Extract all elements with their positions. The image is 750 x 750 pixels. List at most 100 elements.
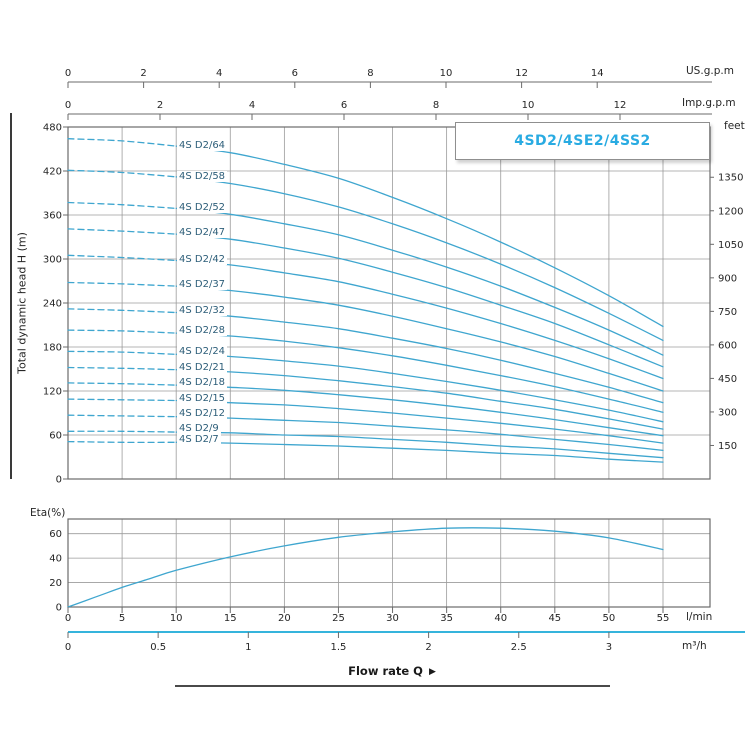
pump-curve [175,399,664,444]
curve-label: 4S D2/28 [177,325,228,337]
lpm-tick-label: 20 [278,613,291,624]
pump-curve [175,233,664,368]
lpm-tick-label: 55 [657,613,670,624]
pump-curve-dashed [67,169,177,178]
eta-tick-label: 40 [49,554,62,565]
main-chart-border [67,126,711,480]
head-tick-label: 240 [43,299,62,310]
pump-curve-dashed [67,281,177,287]
head-axis-label: Total dynamic head H (m) [15,232,29,374]
curve-label: 4S D2/21 [177,361,228,373]
imp-gpm-tick-label: 6 [341,100,347,111]
imp-gpm-tick-label: 8 [433,100,439,111]
us-gpm-tick-label: 2 [140,68,146,79]
pump-curve-dashed [67,440,177,444]
m3h-tick-label: 0 [65,642,71,653]
pump-curve [175,384,664,437]
pump-curve-dashed [67,350,177,355]
head-tick-label: 420 [43,167,62,178]
flow-rate-text: Flow rate Q [348,664,423,678]
imp-gpm-unit-label: Imp.g.p.m [682,97,736,109]
feet-tick-label: 1050 [718,240,743,251]
model-title-badge: 4SD2/4SE2/4SS2 [455,122,710,160]
pump-curve-dashed [67,430,177,433]
curve-label: 4S D2/15 [177,392,228,404]
feet-tick-label: 450 [718,374,737,385]
curve-label: 4S D2/12 [177,408,228,420]
pump-curve [175,416,664,452]
feet-tick-label: 900 [718,273,737,284]
lpm-tick-label: 25 [332,613,345,624]
lpm-tick-label: 40 [494,613,507,624]
curve-label: 4S D2/7 [177,433,221,445]
pump-curve [175,207,664,356]
curve-label: 4S D2/32 [177,305,228,317]
feet-unit-label: feet [724,120,745,132]
curve-label: 4S D2/52 [177,202,228,214]
curve-label: 4S D2/37 [177,279,228,291]
us-gpm-tick-label: 8 [367,68,373,79]
feet-tick-label: 300 [718,407,737,418]
m3h-tick-label: 1 [245,642,251,653]
us-gpm-tick-label: 12 [515,68,528,79]
pump-curve [175,259,664,380]
pump-curve-dashed [67,308,177,314]
head-tick-label: 480 [43,123,62,134]
imp-gpm-tick-label: 0 [65,100,71,111]
us-gpm-tick-label: 4 [216,68,222,79]
pump-curve [175,441,664,463]
imp-gpm-tick-label: 10 [522,100,535,111]
lpm-tick-label: 35 [440,613,453,624]
feet-tick-label: 750 [718,307,737,318]
pump-curve [175,332,664,413]
us-gpm-tick-label: 14 [591,68,604,79]
lpm-tick-label: 45 [548,613,561,624]
left-border-line [10,113,12,479]
us-gpm-unit-label: US.g.p.m [686,65,734,77]
pump-curve [175,176,664,342]
feet-tick-label: 1350 [718,173,743,184]
eta-tick-label: 20 [49,578,62,589]
pump-curve-dashed [67,366,177,371]
imp-gpm-tick-label: 2 [157,100,163,111]
curve-label: 4S D2/42 [177,253,228,265]
lpm-tick-label: 30 [386,613,399,624]
pump-curve [175,353,664,423]
pump-curve-dashed [67,382,177,386]
m3h-unit-label: m³/h [682,640,707,652]
efficiency-curve [67,527,664,608]
head-tick-label: 0 [56,475,62,486]
pump-curve [175,369,664,430]
us-gpm-tick-label: 10 [440,68,453,79]
lpm-tick-label: 10 [170,613,183,624]
curve-label: 4S D2/58 [177,170,228,182]
pump-curve [175,285,664,392]
pump-curve-dashed [67,138,177,147]
m3h-tick-label: 1.5 [330,642,346,653]
pump-curve [175,311,664,404]
lpm-tick-label: 15 [224,613,237,624]
lpm-unit-label: l/min [686,611,713,623]
m3h-tick-label: 0.5 [150,642,166,653]
curve-label: 4S D2/64 [177,140,228,152]
curve-label: 4S D2/9 [177,423,221,435]
m3h-tick-label: 3 [606,642,612,653]
m3h-tick-label: 2 [425,642,431,653]
head-tick-label: 360 [43,211,62,222]
feet-tick-label: 1200 [718,206,743,217]
us-gpm-tick-label: 0 [65,68,71,79]
pump-curve-dashed [67,228,177,235]
pump-curve [175,145,664,328]
us-gpm-tick-label: 6 [292,68,298,79]
eta-chart-border [67,518,711,608]
feet-tick-label: 600 [718,340,737,351]
curve-label: 4S D2/24 [177,346,228,358]
flow-rate-arrow-icon: ▶ [428,667,436,677]
pump-curve-dashed [67,329,177,334]
imp-gpm-tick-label: 12 [614,100,627,111]
curve-label: 4S D2/47 [177,227,228,239]
feet-tick-label: 150 [718,441,737,452]
pump-curve-dashed [67,254,177,262]
